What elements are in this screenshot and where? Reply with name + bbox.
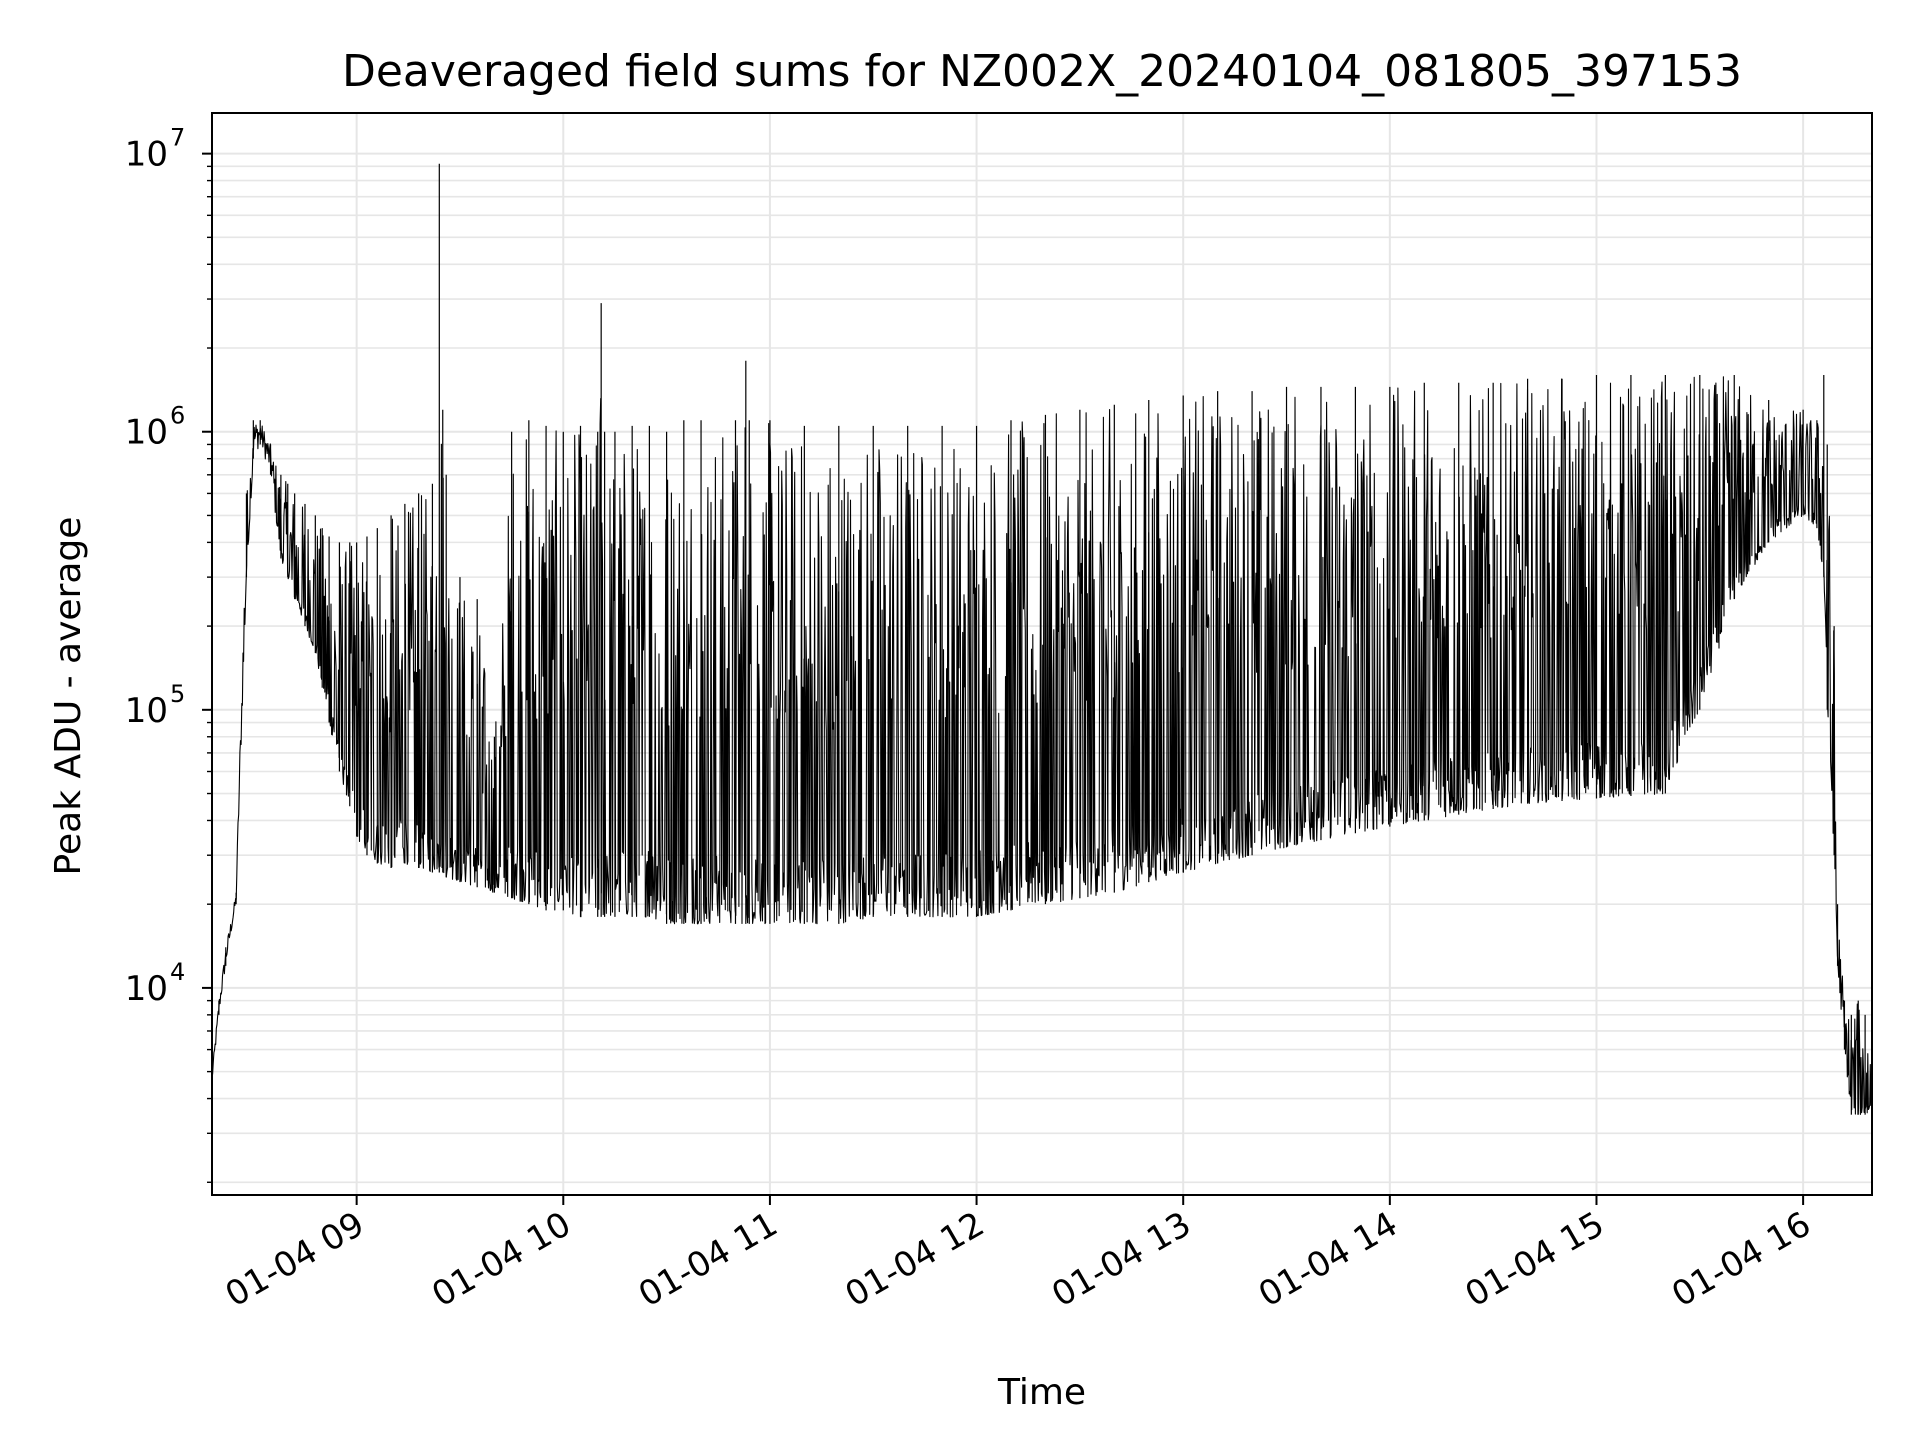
y-tick-label: 10	[125, 969, 168, 1009]
x-tick-label: 01-04 13	[1045, 1204, 1197, 1315]
y-tick-base: 10	[125, 413, 168, 453]
y-tick-base: 10	[125, 135, 168, 175]
x-tick-label: 01-04 15	[1459, 1204, 1611, 1315]
y-tick-label: 10	[125, 691, 168, 731]
chart-title: Deaveraged field sums for NZ002X_2024010…	[342, 46, 1742, 97]
plot-layer	[211, 163, 1873, 1115]
x-tick-label: 01-04 14	[1252, 1204, 1404, 1315]
x-axis-label: Time	[997, 1372, 1086, 1413]
series-line	[211, 376, 1872, 1115]
y-tick-exponent: 6	[170, 402, 185, 430]
x-tick-label: 01-04 09	[219, 1204, 371, 1315]
y-tick-exponent: 7	[170, 124, 185, 152]
y-tick-base: 10	[125, 691, 168, 731]
y-tick-label: 10	[125, 413, 168, 453]
y-tick-label: 10	[125, 135, 168, 175]
y-axis-label: Peak ADU - average	[48, 517, 89, 876]
y-tick-exponent: 5	[170, 680, 185, 708]
x-tick-label: 01-04 10	[425, 1204, 577, 1315]
x-tick-label: 01-04 12	[839, 1204, 991, 1315]
plot-frame	[211, 112, 1873, 1196]
x-tick-label: 01-04 11	[632, 1204, 784, 1315]
x-tick-label: 01-04 16	[1665, 1204, 1817, 1315]
y-tick-base: 10	[125, 969, 168, 1009]
y-tick-exponent: 4	[170, 958, 185, 986]
